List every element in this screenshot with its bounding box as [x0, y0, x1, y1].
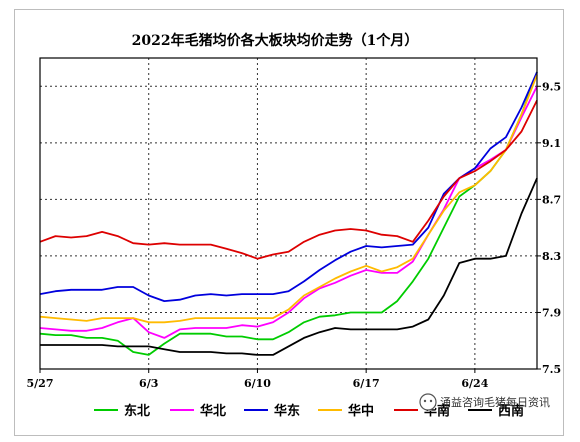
- x-tick-label-2: 6/10: [244, 377, 271, 390]
- legend-label-0: 东北: [124, 403, 150, 419]
- watermark: 涌益咨询毛猪每日资讯: [419, 393, 550, 411]
- legend-label-2: 华东: [274, 403, 300, 419]
- x-tick-label-3: 6/17: [353, 377, 380, 390]
- y-tick-label-0: 7.5: [542, 363, 561, 376]
- series-line-1: [39, 85, 538, 339]
- y-tick-label-5: 9.5: [542, 80, 561, 93]
- wechat-icon: [419, 393, 437, 411]
- plot-border: [39, 57, 538, 370]
- legend-item-3: 华中: [318, 403, 374, 419]
- series-line-5: [40, 177, 538, 356]
- legend-label-1: 华北: [200, 403, 226, 419]
- series-layer: [39, 71, 538, 356]
- series-line-4: [39, 99, 538, 260]
- y-tick-label-3: 8.7: [542, 193, 561, 206]
- y-tick-label-4: 9.1: [542, 137, 561, 150]
- legend-item-2: 华东: [244, 403, 300, 419]
- legend: 东北 华北 华东 华中 华南 西南: [94, 403, 524, 419]
- series-line-0: [39, 71, 538, 356]
- watermark-text: 涌益咨询毛猪每日资讯: [440, 395, 550, 409]
- legend-item-0: 东北: [94, 403, 150, 419]
- y-tick-label-1: 7.9: [542, 306, 561, 319]
- x-tick-label-1: 6/3: [139, 377, 158, 390]
- chart-frame: [14, 9, 564, 436]
- y-tick-label-2: 8.3: [542, 250, 561, 263]
- legend-label-5: 西南: [498, 403, 524, 419]
- legend-label-3: 华中: [348, 403, 374, 419]
- series-line-3: [39, 74, 538, 324]
- y-axis-ticks: 7.5 7.9 8.3 8.7 9.1 9.5: [537, 80, 561, 376]
- x-tick-label-4: 6/24: [461, 377, 488, 390]
- grid: [40, 58, 537, 369]
- legend-item-5: 西南: [468, 403, 524, 419]
- series-line-2: [39, 71, 538, 303]
- x-axis-ticks: 5/27 6/3 6/10 6/17 6/24: [27, 369, 489, 390]
- chart-title: 2022年毛猪均价各大板块均价走势（1个月）: [132, 32, 419, 49]
- legend-item-1: 华北: [170, 403, 226, 419]
- x-tick-label-0: 5/27: [27, 377, 54, 390]
